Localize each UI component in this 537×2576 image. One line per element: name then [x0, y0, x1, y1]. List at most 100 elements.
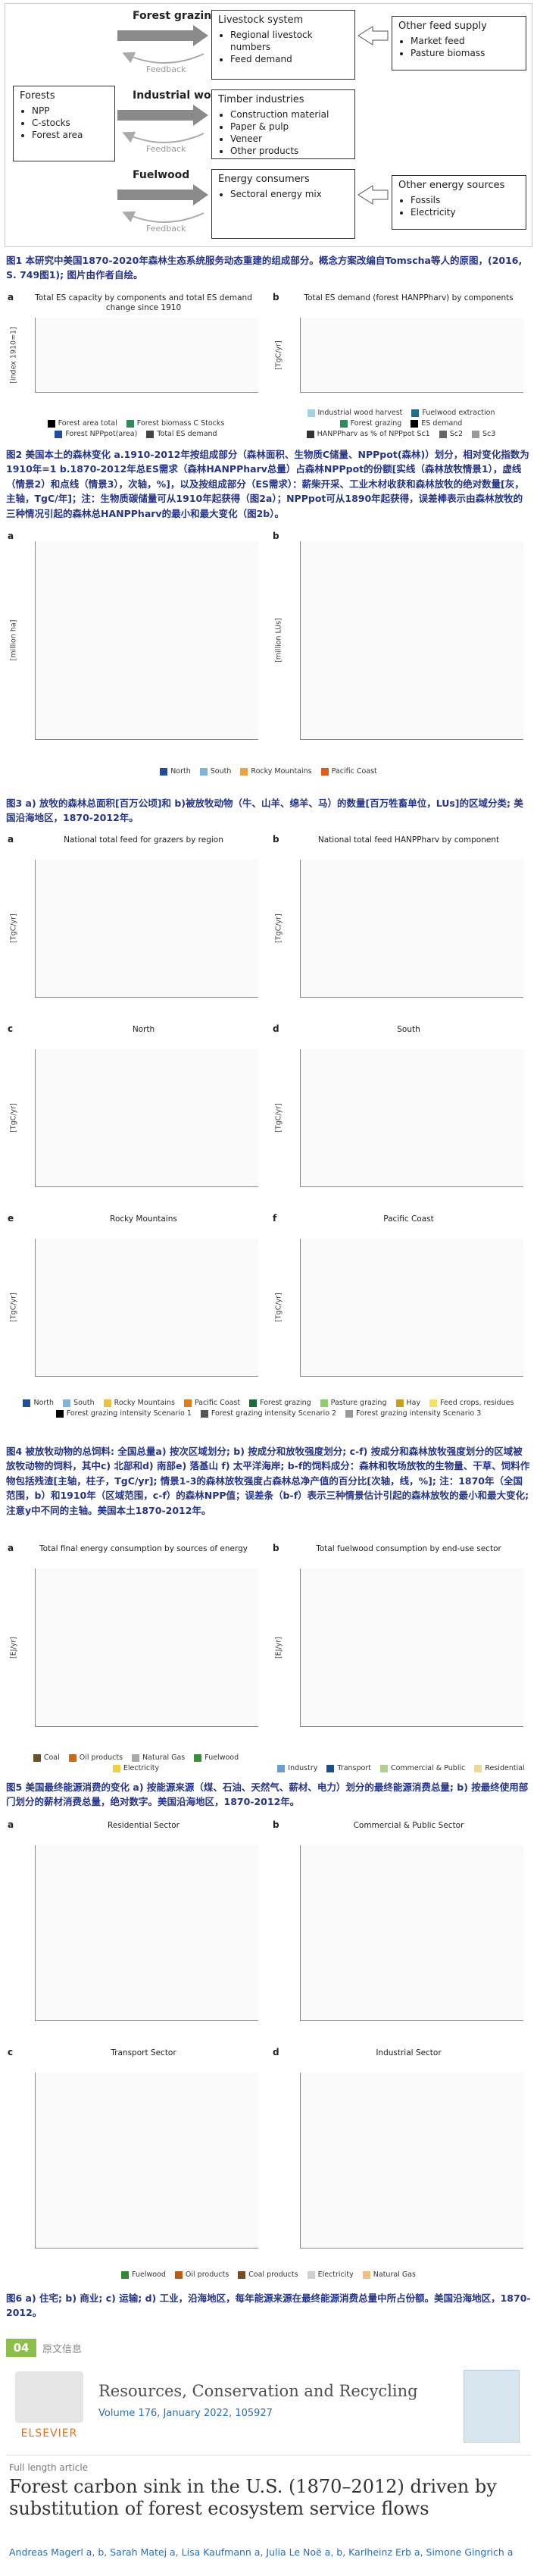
chart-panel: b [million LUs] [271, 531, 531, 758]
publisher-logo [15, 2371, 83, 2423]
legend-item: HANPPharv as % of NPPpot Sc1 [306, 430, 430, 438]
plot-area [300, 1049, 523, 1187]
legend-item: Rocky Mountains [240, 767, 312, 776]
legend-label: Pacific Coast [194, 1399, 241, 1407]
legend-label: Forest NPPpot(area) [65, 430, 138, 438]
consumer-box: Energy consumers Sectoral energy mix [211, 169, 355, 239]
legend-label: Coal products [248, 2270, 298, 2279]
plot-area [35, 1568, 258, 1727]
panel-title: South [397, 1025, 420, 1034]
legend-swatch [121, 2270, 130, 2279]
panel-title: Commercial & Public Sector [353, 1821, 464, 1830]
legend-swatch [307, 409, 315, 417]
legend-swatch [411, 419, 419, 428]
chart-panel: c North [TgC/yr] [6, 1023, 266, 1205]
consumer-box: Livestock system Regional livestock numbe… [211, 10, 355, 80]
legend-swatch [55, 430, 63, 438]
panel-title: Transport Sector [111, 2048, 176, 2057]
y-axis-label: [million ha] [9, 619, 18, 661]
chart-panel: a Total final energy consumption by sourc… [6, 1543, 266, 1774]
forests-box-item: C-stocks [32, 117, 108, 129]
figure-1: Forests NPPC-stocksForest area Forest graz… [5, 3, 532, 247]
chart-panel: a [million ha] [6, 531, 266, 758]
panel-title: Rocky Mountains [110, 1214, 177, 1224]
caption: 图6 a) 住宅; b) 商业; c) 运输; d) 工业，沿海地区，每年能源来… [6, 2292, 531, 2319]
legend-swatch [68, 1753, 76, 1762]
chart-panel: a Residential Sector [6, 1819, 266, 2039]
legend-item: ES demand [411, 419, 462, 428]
plot-area [300, 860, 523, 998]
legend-item: Forest grazing [339, 419, 401, 428]
caption: 图2 美国本土的森林变化 a.1910-2012年按组成部分（森林面积、生物质C… [6, 449, 529, 519]
y-axis-label: [TgC/yr] [274, 1293, 283, 1322]
legend-label: North [33, 1399, 55, 1407]
feedback-label: Feedback [146, 224, 186, 233]
panel-title: Residential Sector [108, 1821, 180, 1830]
plot-area [300, 541, 523, 740]
legend-item: South [63, 1399, 95, 1407]
chart-panel: a Total ES capacity by components and tot… [6, 292, 266, 440]
legend-swatch [362, 2270, 370, 2279]
legend: Fuelwood Oil products Coal products Electri… [15, 2270, 522, 2279]
panel-letter: b [273, 292, 279, 302]
legend-label: Industry [288, 1764, 318, 1772]
panel-letter: f [273, 1213, 277, 1224]
legend-label: Sc2 [449, 430, 464, 438]
plot-area [35, 2073, 258, 2249]
legend-label: Commercial & Public [390, 1764, 466, 1772]
legend-swatch [55, 1409, 64, 1418]
supply-box: Other feed supply Market feedPasture biom… [392, 16, 526, 71]
panel-letter: a [8, 292, 14, 302]
legend-label: South [210, 767, 232, 776]
supply-box-item: Fossils [411, 194, 520, 206]
legend-item: Pasture grazing [320, 1399, 387, 1407]
supply-arrow [357, 26, 389, 45]
chart-panel: b Total ES demand (forest HANPPharv) by c… [271, 292, 531, 440]
legend-label: Electricity [317, 2270, 354, 2279]
legend-item: Electricity [112, 1764, 159, 1772]
legend-item: Sc3 [472, 430, 495, 438]
forests-box: Forests NPPC-stocksForest area [13, 86, 115, 161]
legend-swatch [47, 419, 55, 428]
article-type: Full length article [9, 2462, 89, 2473]
legend: Coal Oil products Natural Gas Fuelwood Elect… [9, 1753, 263, 1772]
legend-label: Hay [406, 1399, 421, 1407]
panel-letter: b [273, 1543, 279, 1553]
panel-letter: c [8, 1023, 14, 1034]
figure-1-arrows [117, 25, 389, 223]
consumer-box-item: Regional livestock numbers [230, 29, 348, 53]
supply-box: Other energy sources FossilsElectricity [392, 175, 526, 230]
legend-swatch [183, 1399, 192, 1407]
consumer-box-title: Energy consumers [218, 174, 310, 185]
legend-label: Forest grazing intensity Scenario 2 [211, 1409, 337, 1418]
legend: North South Rocky Mountains Pacific Coast Fo… [15, 1399, 522, 1418]
y-axis-label: [TgC/yr] [9, 1293, 18, 1322]
legend-item: Total ES demand [146, 430, 217, 438]
legend-swatch [429, 1399, 438, 1407]
legend-item: Pacific Coast [320, 767, 377, 776]
panel-title: National total feed HANPPharv by compone… [317, 835, 500, 845]
legend-swatch [345, 1409, 354, 1418]
legend-item: Residential [474, 1764, 525, 1772]
feedback-label: Feedback [146, 64, 186, 74]
supply-box-title: Other energy sources [398, 180, 505, 191]
chart-panel: b National total feed HANPPharv by compon… [271, 834, 531, 1016]
legend-item: Fuelwood [121, 2270, 166, 2279]
y-axis-label: [EJ/yr] [9, 1636, 18, 1659]
forests-box-item: Forest area [32, 129, 108, 141]
legend-item: Feed crops, residues [429, 1399, 514, 1407]
chart-panel: a National total feed for grazers by regi… [6, 834, 266, 1016]
service-label: Forest grazing [133, 10, 220, 22]
consumer-box-item: Construction material [230, 108, 348, 121]
service-arrow [117, 184, 208, 205]
legend-swatch [199, 767, 208, 776]
panel-letter: a [8, 1819, 14, 1830]
legend-label: North [170, 767, 191, 776]
legend-swatch [63, 1399, 71, 1407]
legend-swatch [103, 1399, 111, 1407]
legend-label: ES demand [421, 419, 463, 428]
legend-item: Forest grazing [249, 1399, 311, 1407]
panel-title: Total ES capacity by components and tota… [35, 293, 252, 313]
plot-area [300, 1239, 523, 1377]
